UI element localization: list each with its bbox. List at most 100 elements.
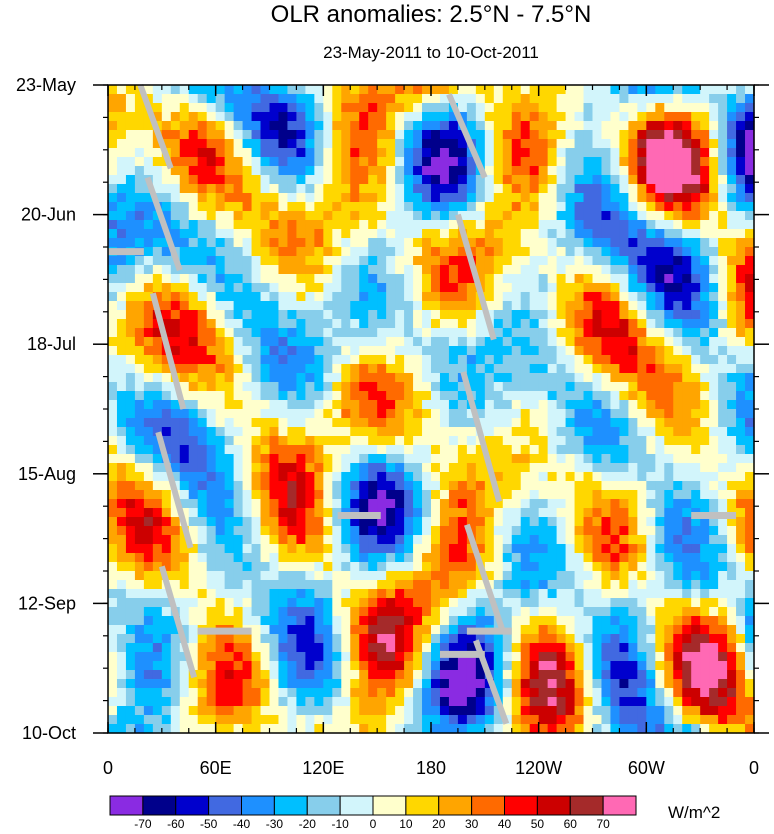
- heatmap-cell: [619, 499, 629, 509]
- heatmap-cell: [206, 175, 217, 185]
- heatmap-cell: [251, 427, 262, 437]
- heatmap-cell: [152, 580, 163, 590]
- heatmap-cell: [422, 580, 432, 590]
- heatmap-cell: [233, 454, 244, 464]
- heatmap-cell: [251, 337, 262, 347]
- heatmap-cell: [332, 247, 342, 257]
- heatmap-cell: [359, 544, 369, 554]
- heatmap-cell: [260, 445, 271, 455]
- heatmap-cell: [314, 229, 324, 239]
- heatmap-cell: [305, 220, 315, 230]
- heatmap-cell: [332, 607, 342, 617]
- heatmap-cell: [197, 526, 208, 536]
- heatmap-cell: [413, 571, 423, 581]
- heatmap-cell: [323, 166, 333, 176]
- heatmap-cell: [332, 193, 342, 203]
- heatmap-cell: [296, 103, 306, 113]
- heatmap-cell: [197, 148, 208, 158]
- heatmap-cell: [646, 247, 656, 257]
- heatmap-cell: [350, 121, 360, 131]
- heatmap-cell: [700, 481, 710, 491]
- heatmap-cell: [466, 202, 477, 212]
- heatmap-cell: [125, 193, 136, 203]
- heatmap-cell: [242, 328, 253, 338]
- heatmap-cell: [233, 148, 244, 158]
- heatmap-cell: [493, 373, 504, 383]
- heatmap-cell: [646, 571, 656, 581]
- heatmap-cell: [736, 337, 746, 347]
- heatmap-cell: [538, 139, 549, 149]
- heatmap-cell: [709, 346, 719, 356]
- heatmap-cell: [538, 418, 549, 428]
- heatmap-cell: [368, 697, 378, 707]
- heatmap-cell: [475, 688, 486, 698]
- heatmap-cell: [161, 211, 172, 221]
- heatmap-cell: [233, 175, 244, 185]
- heatmap-cell: [610, 634, 621, 644]
- heatmap-cell: [727, 391, 737, 401]
- heatmap-cell: [502, 436, 513, 446]
- heatmap-cell: [700, 94, 710, 104]
- heatmap-cell: [332, 103, 342, 113]
- heatmap-cell: [574, 598, 585, 608]
- heatmap-cell: [682, 526, 692, 536]
- heatmap-cell: [466, 589, 477, 599]
- heatmap-cell: [251, 652, 262, 662]
- heatmap-cell: [206, 346, 217, 356]
- heatmap-cell: [673, 328, 683, 338]
- heatmap-cell: [709, 571, 719, 581]
- heatmap-cell: [601, 229, 612, 239]
- heatmap-cell: [332, 679, 342, 689]
- heatmap-cell: [547, 526, 558, 536]
- heatmap-cell: [350, 310, 360, 320]
- heatmap-cell: [601, 202, 612, 212]
- heatmap-cell: [143, 490, 154, 500]
- heatmap-cell: [224, 166, 235, 176]
- heatmap-cell: [484, 688, 495, 698]
- heatmap-cell: [655, 283, 665, 293]
- heatmap-cell: [601, 274, 612, 284]
- heatmap-cell: [520, 562, 531, 572]
- heatmap-cell: [637, 544, 647, 554]
- heatmap-cell: [745, 445, 755, 455]
- heatmap-cell: [395, 661, 405, 671]
- heatmap-cell: [466, 427, 477, 437]
- heatmap-cell: [484, 175, 495, 185]
- heatmap-cell: [529, 535, 540, 545]
- heatmap-cell: [646, 670, 656, 680]
- heatmap-cell: [628, 445, 638, 455]
- heatmap-cell: [251, 112, 262, 122]
- heatmap-cell: [251, 256, 262, 266]
- heatmap-cell: [718, 157, 728, 167]
- heatmap-cell: [224, 598, 235, 608]
- heatmap-cell: [592, 499, 603, 509]
- heatmap-cell: [404, 328, 414, 338]
- heatmap-cell: [736, 319, 746, 329]
- heatmap-cell: [529, 346, 540, 356]
- heatmap-cell: [529, 436, 540, 446]
- heatmap-cell: [628, 373, 638, 383]
- heatmap-cell: [179, 391, 190, 401]
- heatmap-cell: [673, 499, 683, 509]
- heatmap-cell: [305, 697, 315, 707]
- heatmap-cell: [592, 580, 603, 590]
- heatmap-cell: [673, 238, 683, 248]
- heatmap-cell: [511, 202, 522, 212]
- heatmap-cell: [601, 688, 612, 698]
- heatmap-cell: [395, 427, 405, 437]
- heatmap-cell: [727, 580, 737, 590]
- heatmap-cell: [278, 580, 289, 590]
- heatmap-cell: [493, 337, 504, 347]
- heatmap-cell: [368, 643, 378, 653]
- heatmap-cell: [108, 310, 118, 320]
- heatmap-cell: [466, 661, 477, 671]
- heatmap-cell: [511, 670, 522, 680]
- heatmap-cell: [727, 346, 737, 356]
- heatmap-cell: [556, 472, 567, 482]
- heatmap-cell: [377, 256, 387, 266]
- heatmap-cell: [619, 238, 629, 248]
- heatmap-cell: [314, 355, 324, 365]
- heatmap-cell: [341, 571, 351, 581]
- heatmap-cell: [628, 202, 638, 212]
- heatmap-cell: [233, 301, 244, 311]
